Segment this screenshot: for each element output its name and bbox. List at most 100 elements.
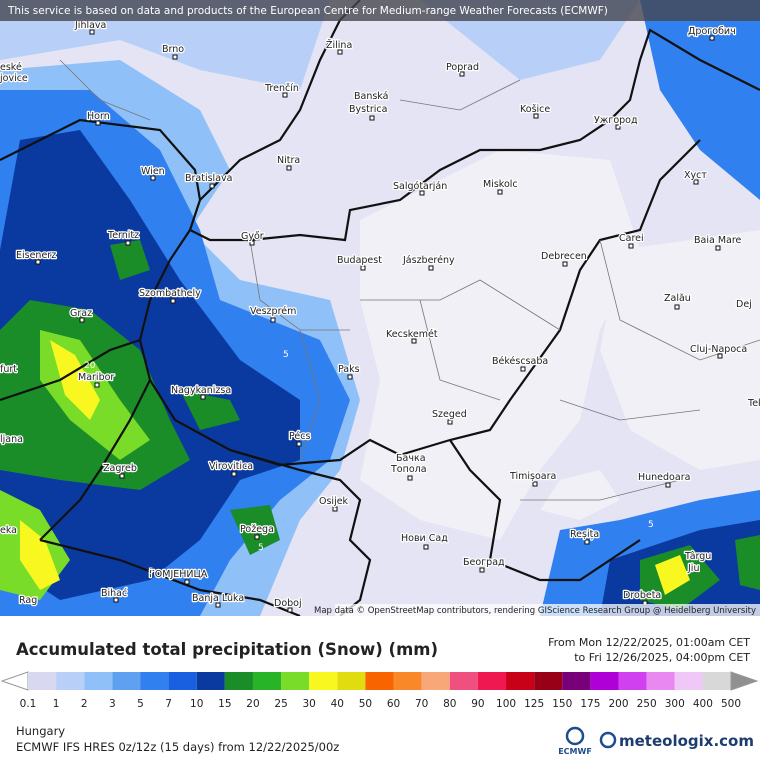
city-marker [170,298,176,304]
legend-label: 125 [524,698,544,710]
region: Hungary [16,724,65,738]
legend-box [56,672,85,690]
legend-box [702,672,731,690]
legend-label: 60 [387,698,400,710]
legend-label: 5 [137,698,144,710]
city-label: Poprad [446,62,479,73]
city-label: Топола [390,464,427,475]
legend-label: 0.1 [20,698,37,710]
city-marker [231,471,237,477]
precip-area [540,0,760,616]
legend-box [618,672,647,690]
city-marker [254,534,260,540]
city-label: Békéscsaba [492,356,548,367]
city-marker [347,374,353,380]
city-label: Wien [141,166,165,177]
city-label: Banská [354,91,388,102]
city-label: eské [0,62,22,73]
legend-box [168,672,197,690]
city-label: Paks [338,364,360,375]
contour-label: 20 [84,361,96,371]
city-label: Nitra [277,155,300,166]
dry-area [360,150,760,540]
city-label: Dej [736,299,752,310]
legend-box [590,672,619,690]
contour-label: 5 [148,567,154,577]
city-label: Debrecen [541,251,587,262]
city-label: Szombathely [139,288,201,299]
legend-box [309,672,338,690]
model: ECMWF IFS HRES 0z/12z (15 days) from 12/… [16,740,339,754]
legend-label: 250 [637,698,657,710]
date-from: From Mon 12/22/2025, 01:00am CET [548,636,750,649]
city-marker [94,382,100,388]
ecmwf-logo: ECMWF [558,747,592,756]
city-label: eka [0,525,17,536]
notice-bar [0,0,760,21]
legend-title: Accumulated total precipitation (Snow) (… [16,640,438,659]
legend-label: 2 [81,698,88,710]
city-label: Нови Сад [401,533,448,544]
city-marker [423,544,429,550]
city-marker [428,265,434,271]
city-marker [95,120,101,126]
legend-box [28,672,57,690]
city-label: Požega [240,524,274,535]
city-marker [693,179,699,185]
city-marker [332,506,338,512]
legend-box [674,672,703,690]
city-label: Bystrica [349,104,387,115]
city-label: Ternitz [107,230,139,241]
city-label: Hunedoara [638,472,690,483]
city-marker [715,245,721,251]
city-label: Graz [70,308,92,319]
city-marker [184,579,190,585]
legend-label: 10 [190,698,203,710]
city-marker [209,183,215,189]
city-marker [282,92,288,98]
city-label: Jászberény [402,255,455,266]
legend-label: 25 [274,698,287,710]
legend-box [365,672,394,690]
city-marker [411,338,417,344]
city-label: Trenčín [264,83,299,94]
map: Jihlava Brno Žilina Poprad Дрогобич Trenčín Ba… [0,0,760,618]
city-label: Ужгород [594,115,638,126]
city-label: Horn [87,111,110,122]
city-marker [674,304,680,310]
city-marker [419,190,425,196]
city-label: Kecskemét [386,329,438,340]
city-marker [407,475,413,481]
legend-box [534,672,563,690]
contour-label: 5 [283,350,289,360]
city-marker [694,567,700,573]
legend-box [337,672,366,690]
border [0,28,760,242]
city-marker [584,539,590,545]
city-label: Baia Mare [694,235,742,246]
city-label: Reșița [570,529,599,540]
city-label: Budapest [337,255,382,266]
city-label: Salgótarján [393,181,447,192]
city-label: Košice [520,104,550,115]
city-marker [287,607,293,613]
city-label: jovice [0,73,28,84]
city-marker [35,259,41,265]
city-marker [286,165,292,171]
city-marker [369,115,375,121]
city-label: Pécs [289,431,310,442]
border [39,439,641,618]
legend-label: 30 [303,698,316,710]
legend-label: 15 [218,698,231,710]
city-marker [479,567,485,573]
legend-box [421,672,450,690]
legend-box [112,672,141,690]
city-label: Osijek [319,496,349,507]
border [138,139,701,467]
legend-label: 400 [693,698,713,710]
city-marker [665,482,671,488]
legend-label: 70 [415,698,428,710]
city-marker [296,441,302,447]
legend-over [730,671,759,691]
city-label: Veszprém [250,306,296,317]
